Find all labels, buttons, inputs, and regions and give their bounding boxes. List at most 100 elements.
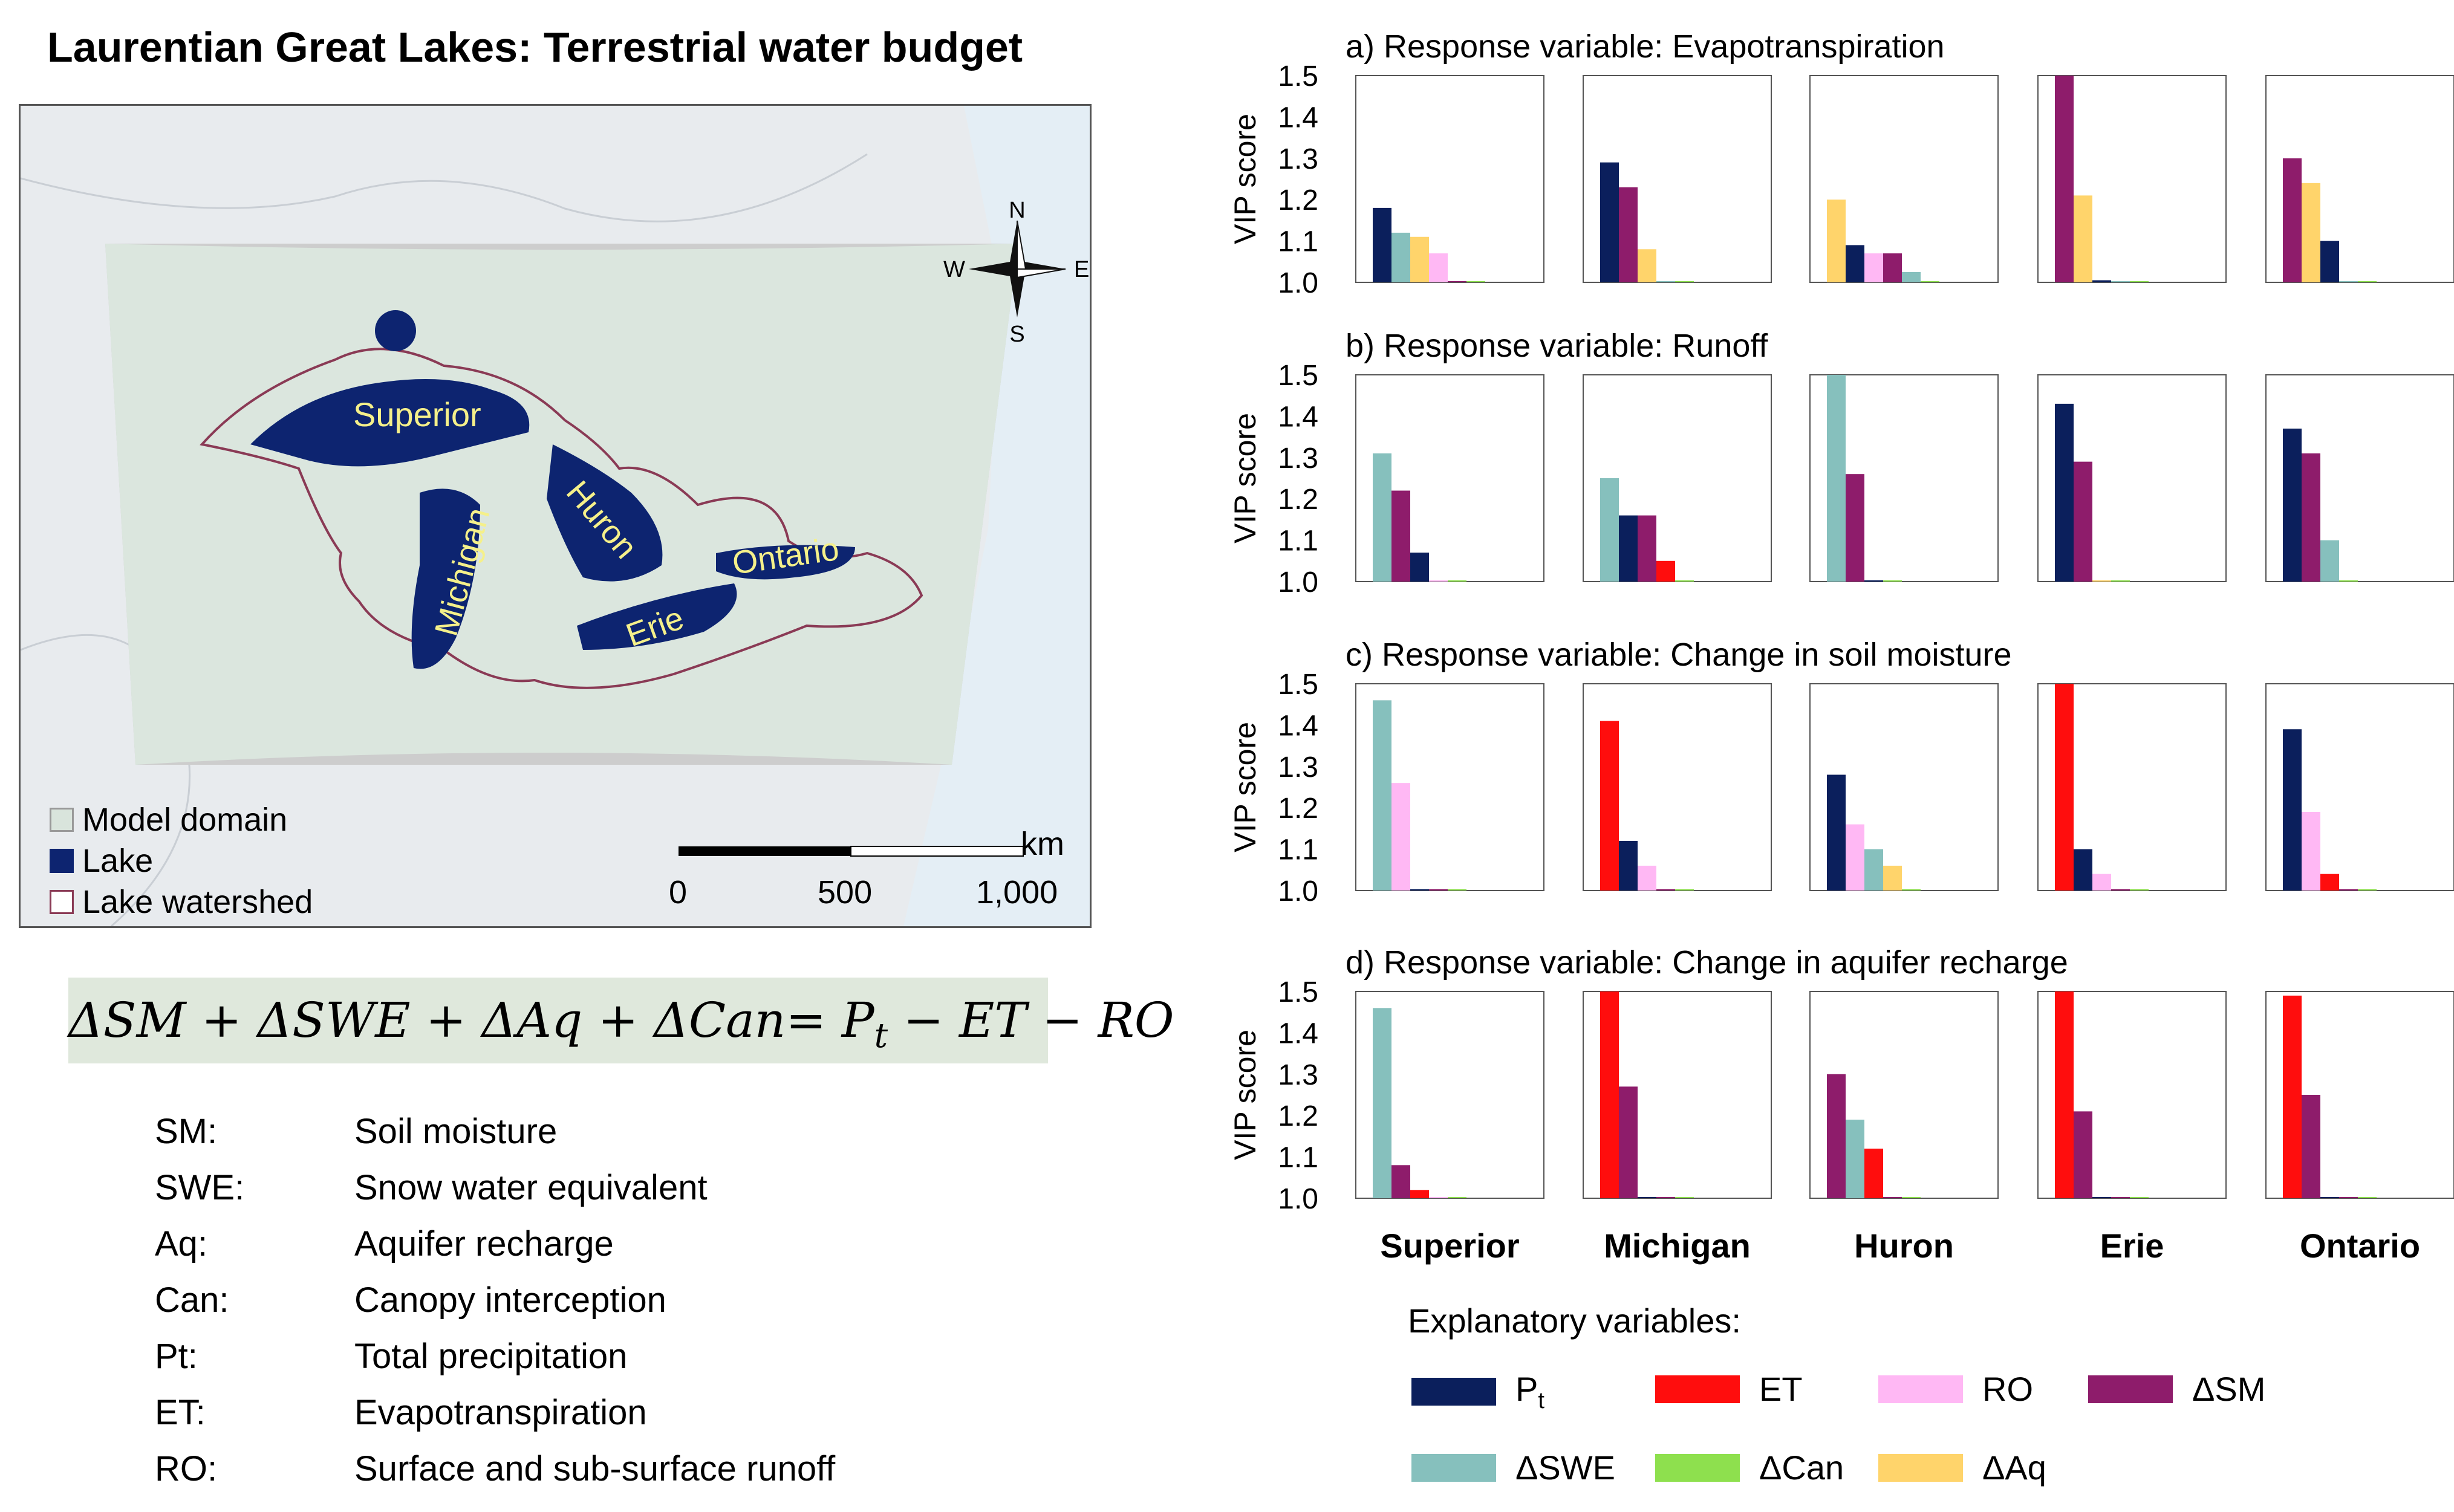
y-tick-label: 1.3 bbox=[1278, 143, 1318, 175]
bar-dcan bbox=[1675, 281, 1694, 282]
def-text: Snow water equivalent bbox=[354, 1168, 708, 1207]
def-abbr: Can: bbox=[155, 1280, 229, 1320]
bar-pt bbox=[1619, 515, 1638, 582]
scale-bar-white bbox=[850, 846, 1024, 857]
bar-pt bbox=[2320, 1196, 2339, 1198]
y-axis-label: VIP score bbox=[1228, 722, 1262, 852]
bar-dcan bbox=[1675, 889, 1694, 891]
compass-north: N bbox=[1009, 198, 1025, 223]
bar-et bbox=[2320, 874, 2339, 891]
def-abbr: RO: bbox=[155, 1449, 218, 1488]
legend-swatch-ro bbox=[1878, 1375, 1963, 1403]
bar-dsm bbox=[1429, 889, 1448, 891]
bar-ro bbox=[2302, 812, 2320, 891]
y-tick-label: 1.4 bbox=[1278, 1017, 1318, 1050]
bar-et bbox=[2283, 995, 2302, 1198]
legend-swatch-watershed bbox=[50, 890, 74, 914]
scale-tick-500: 500 bbox=[818, 874, 873, 910]
explanatory-legend-title: Explanatory variables: bbox=[1408, 1302, 1741, 1340]
bar-dsm bbox=[2074, 461, 2092, 582]
scale-tick-0: 0 bbox=[669, 874, 688, 910]
bar-et bbox=[1410, 1190, 1429, 1198]
watershed-outline bbox=[200, 348, 923, 689]
y-tick-label: 1.2 bbox=[1278, 184, 1318, 216]
y-axis-label: VIP score bbox=[1228, 1030, 1262, 1160]
y-tick-label: 1.1 bbox=[1278, 226, 1318, 258]
watershed-map: Superior Michigan Huron Erie Ontario N E… bbox=[19, 104, 1092, 928]
bar-pt bbox=[1600, 162, 1619, 282]
bar-dcan bbox=[2130, 889, 2149, 891]
bar-dswe bbox=[1846, 1120, 1864, 1198]
scale-tick-1000: 1,000 bbox=[976, 874, 1058, 910]
bar-dsm bbox=[1391, 1165, 1410, 1198]
y-tick-label: 1.0 bbox=[1278, 267, 1318, 299]
category-label-michigan: Michigan bbox=[1604, 1227, 1751, 1265]
bar-dcan bbox=[1902, 1196, 1921, 1198]
bar-pt bbox=[1410, 889, 1429, 891]
y-tick-label: 1.3 bbox=[1278, 443, 1318, 475]
bar-dsm bbox=[1619, 187, 1638, 282]
bar-dsm bbox=[2111, 889, 2130, 891]
bar-ro bbox=[1429, 1196, 1448, 1198]
equation-subscript: t bbox=[874, 1016, 888, 1056]
compass-south: S bbox=[1009, 322, 1024, 347]
y-tick-label: 1.0 bbox=[1278, 875, 1318, 907]
y-tick-label: 1.3 bbox=[1278, 751, 1318, 784]
definition-row: ET: Evapotranspiration bbox=[155, 1392, 647, 1433]
y-tick-label: 1.4 bbox=[1278, 710, 1318, 742]
def-text: Aquifer recharge bbox=[354, 1224, 614, 1264]
bar-dcan bbox=[1448, 580, 1466, 582]
bar-dcan bbox=[2130, 1196, 2149, 1198]
y-tick-label: 1.2 bbox=[1278, 484, 1318, 516]
def-text: Evapotranspiration bbox=[354, 1393, 647, 1432]
compass-icon: N E S W bbox=[943, 198, 1089, 347]
bar-ro bbox=[1864, 253, 1883, 282]
legend-swatch-dsm bbox=[2088, 1375, 2173, 1403]
bar-dsm bbox=[2339, 889, 2358, 891]
bar-dsm bbox=[2302, 453, 2320, 582]
bar-pt bbox=[2320, 241, 2339, 282]
bar-dswe bbox=[1656, 281, 1675, 282]
bar-dswe bbox=[1373, 1008, 1391, 1198]
legend-label-dswe: ΔSWE bbox=[1515, 1449, 1615, 1487]
bar-dsm bbox=[2302, 1095, 2320, 1198]
bar-dsm bbox=[2283, 158, 2302, 282]
bar-dswe bbox=[1391, 232, 1410, 282]
bar-ro bbox=[1429, 580, 1448, 582]
category-label-ontario: Ontario bbox=[2300, 1227, 2420, 1265]
bar-ro bbox=[1429, 253, 1448, 282]
definition-row: Aq: Aquifer recharge bbox=[155, 1224, 614, 1264]
bar-pt bbox=[1846, 245, 1864, 282]
y-tick-label: 1.1 bbox=[1278, 1142, 1318, 1174]
bar-dsm bbox=[1656, 1196, 1675, 1198]
bar-dswe bbox=[1827, 375, 1846, 582]
page-title: Laurentian Great Lakes: Terrestrial wate… bbox=[47, 24, 1023, 71]
def-text: Soil moisture bbox=[354, 1112, 558, 1151]
bar-dcan bbox=[1902, 889, 1921, 891]
bar-ro bbox=[1638, 865, 1656, 891]
y-tick-label: 1.2 bbox=[1278, 793, 1318, 825]
equation-lhs: ΔSM + ΔSWE + ΔAq + ΔCan= P bbox=[68, 992, 874, 1048]
bar-ro bbox=[2092, 874, 2111, 891]
legend-swatch-lake bbox=[50, 849, 74, 873]
lake-michigan bbox=[411, 488, 480, 669]
legend-swatch-et bbox=[1655, 1375, 1740, 1403]
bar-pt bbox=[2283, 729, 2302, 891]
bar-dsm bbox=[1883, 1196, 1902, 1198]
bar-dsm bbox=[1448, 281, 1466, 282]
bar-dcan bbox=[2339, 580, 2358, 582]
bar-pt bbox=[1619, 840, 1638, 891]
legend-label-watershed: Lake watershed bbox=[82, 884, 313, 920]
y-tick-label: 1.5 bbox=[1278, 669, 1318, 701]
legend-label-ro: RO bbox=[1982, 1370, 2033, 1408]
bar-dcan bbox=[2358, 889, 2377, 891]
category-label-erie: Erie bbox=[2100, 1227, 2164, 1265]
bar-daq bbox=[1883, 865, 1902, 891]
bar-daq bbox=[2302, 183, 2320, 282]
def-text: Surface and sub-surface runoff bbox=[354, 1449, 836, 1488]
legend-swatch-pt bbox=[1411, 1378, 1496, 1406]
scale-bar-black bbox=[679, 846, 851, 856]
bar-pt bbox=[1827, 774, 1846, 891]
legend-label-lake: Lake bbox=[82, 843, 154, 879]
bar-dsm bbox=[1883, 253, 1902, 282]
